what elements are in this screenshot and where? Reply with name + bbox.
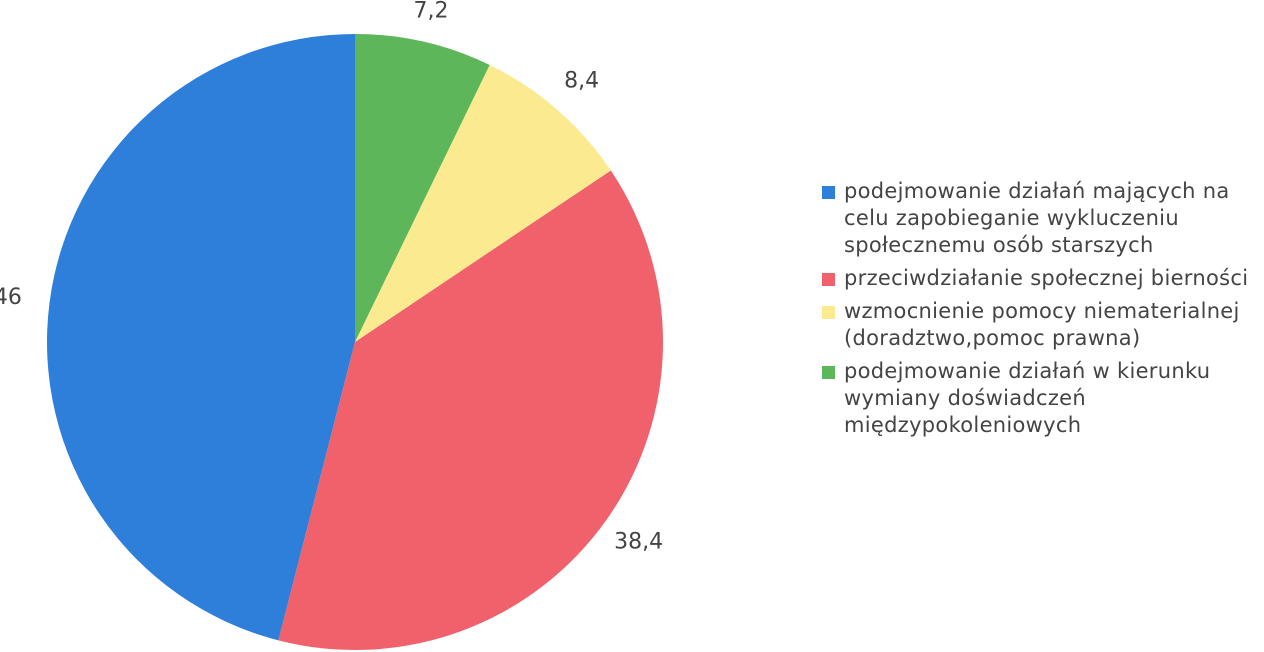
pie-slice (46, 34, 356, 641)
legend-label: podejmowanie działań mających na celu za… (844, 179, 1230, 257)
legend-swatch (822, 366, 835, 379)
pie-slice (278, 170, 663, 651)
legend: podejmowanie działań mających na celu za… (822, 178, 1252, 445)
legend-label: przeciwdziałanie społecznej bierności (844, 266, 1249, 290)
legend-label: wzmocnienie pomocy niematerialnej (dorad… (844, 299, 1240, 350)
legend-item: wzmocnienie pomocy niematerialnej (dorad… (822, 298, 1252, 352)
pie-slice (355, 64, 611, 342)
legend-item: podejmowanie działań mających na celu za… (822, 178, 1252, 259)
data-label: 38,4 (614, 530, 663, 555)
legend-swatch (822, 273, 835, 286)
pie-slice (355, 34, 490, 342)
legend-label: podejmowanie działań w kierunku wymiany … (844, 359, 1211, 437)
legend-item: przeciwdziałanie społecznej bierności (822, 265, 1252, 292)
legend-swatch (822, 186, 835, 199)
legend-item: podejmowanie działań w kierunku wymiany … (822, 358, 1252, 439)
data-label: 7,2 (414, 0, 449, 23)
legend-swatch (822, 306, 835, 319)
data-label: 8,4 (564, 69, 599, 94)
data-label: 46 (0, 285, 22, 310)
